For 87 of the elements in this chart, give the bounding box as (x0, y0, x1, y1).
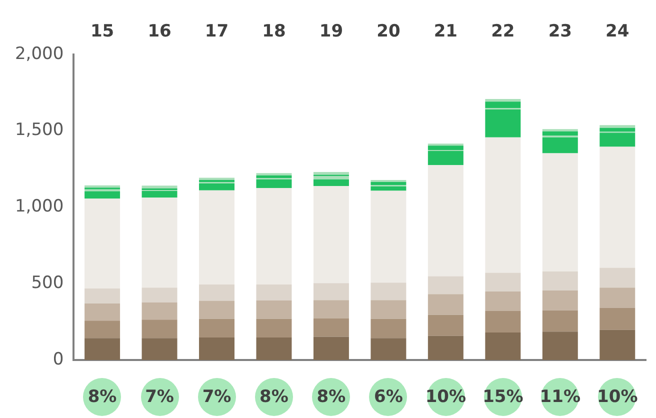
bar (542, 310, 578, 332)
bar (370, 338, 406, 360)
y-tick-label: 1,000 (14, 196, 64, 217)
x-tick-label: 24 (606, 22, 630, 42)
bar (485, 310, 521, 332)
bar (199, 190, 234, 285)
bar (600, 330, 636, 360)
x-tick-label: 23 (548, 22, 572, 42)
bar (256, 338, 292, 360)
bar (370, 300, 406, 319)
bar (256, 318, 292, 338)
x-tick-label: 20 (376, 22, 400, 42)
bar (542, 271, 578, 290)
x-tick-label: 19 (319, 22, 344, 42)
bar (428, 314, 464, 336)
circle-badge: 10% (598, 378, 636, 416)
circle-badge: 15% (484, 378, 522, 416)
circle-badge: 7% (198, 378, 236, 416)
circle-badge: 8% (83, 378, 122, 416)
bar (84, 338, 120, 360)
bar (542, 290, 578, 310)
bar (142, 288, 178, 302)
bar (84, 303, 120, 321)
bar (600, 146, 636, 268)
circle-badge: 7% (140, 378, 179, 416)
bar (600, 288, 636, 308)
bar (84, 288, 120, 304)
bar (428, 276, 464, 294)
bar (313, 179, 349, 186)
bar (485, 99, 521, 102)
bar (313, 186, 349, 284)
bar (542, 153, 578, 272)
bar (313, 318, 349, 337)
bar (256, 188, 292, 285)
bar (142, 186, 178, 188)
bar (542, 137, 578, 154)
circle-badge: 11% (541, 378, 580, 416)
bar (485, 137, 521, 273)
y-tick-label: 500 (31, 273, 64, 294)
bar (428, 165, 464, 276)
y-tick-label: 1,500 (14, 120, 64, 140)
bar (256, 179, 292, 188)
x-tick-label: 21 (434, 22, 458, 42)
bar (313, 300, 349, 318)
bar (142, 338, 178, 360)
bar (84, 191, 120, 199)
circle-badge: 6% (369, 378, 408, 416)
bar (370, 282, 406, 300)
bar (84, 198, 120, 288)
x-tick-label: 18 (262, 22, 286, 42)
bar (428, 336, 464, 360)
bar (142, 302, 178, 320)
bar (600, 268, 636, 288)
bar (142, 191, 178, 198)
bar (84, 320, 120, 338)
bar (485, 272, 521, 292)
bar (199, 300, 234, 319)
bar (199, 318, 234, 338)
bar (313, 336, 349, 360)
bar (370, 186, 406, 191)
circle-badge: 8% (254, 378, 293, 416)
bar (600, 308, 636, 330)
y-tick-label: 0 (52, 349, 64, 370)
bar (600, 125, 636, 128)
bar (542, 131, 578, 136)
bar (256, 300, 292, 319)
x-tick-label: 15 (90, 22, 114, 42)
x-tick-label: 17 (204, 22, 229, 42)
bar (199, 284, 234, 301)
bar (142, 198, 178, 288)
bar (199, 338, 234, 360)
bar (142, 320, 178, 338)
bar (313, 283, 349, 300)
bar (542, 332, 578, 360)
bar (370, 318, 406, 338)
bar (485, 332, 521, 360)
circle-badge: 8% (312, 378, 350, 416)
y-tick-label: 2,000 (14, 44, 64, 64)
bar (256, 284, 292, 300)
bar (313, 176, 349, 180)
bar (428, 294, 464, 315)
bar (485, 292, 521, 311)
circle-badge: 10% (426, 378, 465, 416)
bar (370, 190, 406, 283)
x-tick-label: 22 (491, 22, 515, 42)
bar (199, 183, 234, 190)
x-tick-label: 16 (148, 22, 172, 42)
